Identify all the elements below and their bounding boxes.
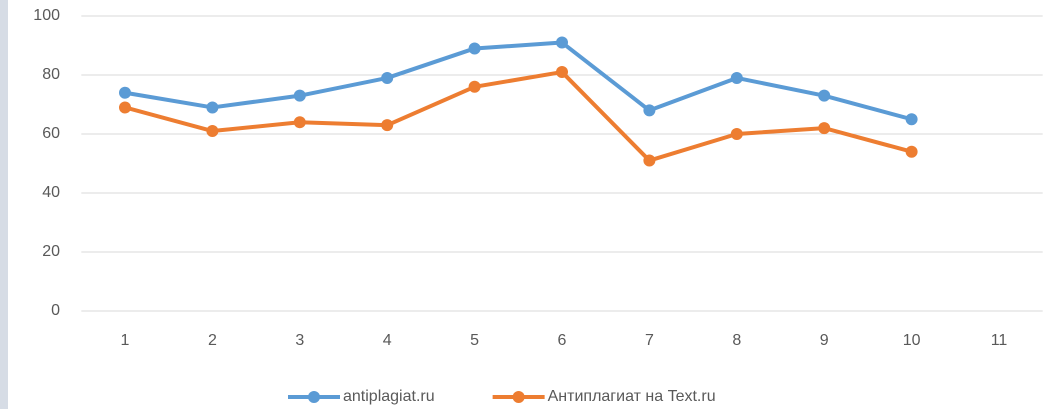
x-tick-label: 7 [645, 332, 654, 349]
data-point [293, 116, 306, 129]
x-tick-label: 9 [820, 332, 829, 349]
x-tick-label: 2 [208, 332, 217, 349]
y-tick-label: 100 [33, 7, 60, 24]
data-point [643, 104, 656, 117]
series-line [124, 40, 913, 122]
data-point [730, 71, 743, 84]
data-point [818, 122, 831, 135]
x-tick-label: 4 [383, 332, 392, 349]
x-tick-label: 3 [295, 332, 304, 349]
legend-marker [512, 391, 525, 403]
y-tick-label: 40 [42, 184, 60, 201]
data-point [206, 125, 219, 138]
y-tick-label: 20 [42, 243, 60, 260]
data-point [905, 145, 918, 158]
data-point [381, 119, 394, 132]
data-point [119, 86, 131, 99]
data-point [293, 89, 306, 102]
x-tick-label: 6 [558, 332, 567, 349]
data-point [643, 154, 656, 167]
y-tick-label: 60 [42, 125, 60, 142]
x-tick-label: 1 [121, 332, 130, 349]
y-tick-label: 0 [51, 302, 60, 319]
x-tick-label: 11 [991, 332, 1008, 349]
legend-label: antiplagiat.ru [343, 388, 435, 405]
data-point [468, 80, 481, 93]
data-point [381, 71, 394, 84]
data-point [119, 101, 131, 114]
x-tick-label: 10 [903, 332, 921, 349]
data-point [468, 42, 481, 55]
data-point [730, 128, 743, 140]
series-line [124, 70, 913, 163]
data-point [818, 89, 831, 102]
legend-marker [308, 391, 320, 403]
side-strip [0, 0, 8, 409]
data-point [556, 66, 568, 79]
x-tick-label: 5 [470, 332, 479, 349]
data-point [206, 101, 219, 114]
y-tick-label: 80 [42, 66, 60, 83]
data-point [556, 36, 568, 49]
x-tick-label: 8 [732, 332, 741, 349]
legend-label: Антиплагиат на Text.ru [548, 388, 716, 405]
data-point [905, 113, 918, 126]
